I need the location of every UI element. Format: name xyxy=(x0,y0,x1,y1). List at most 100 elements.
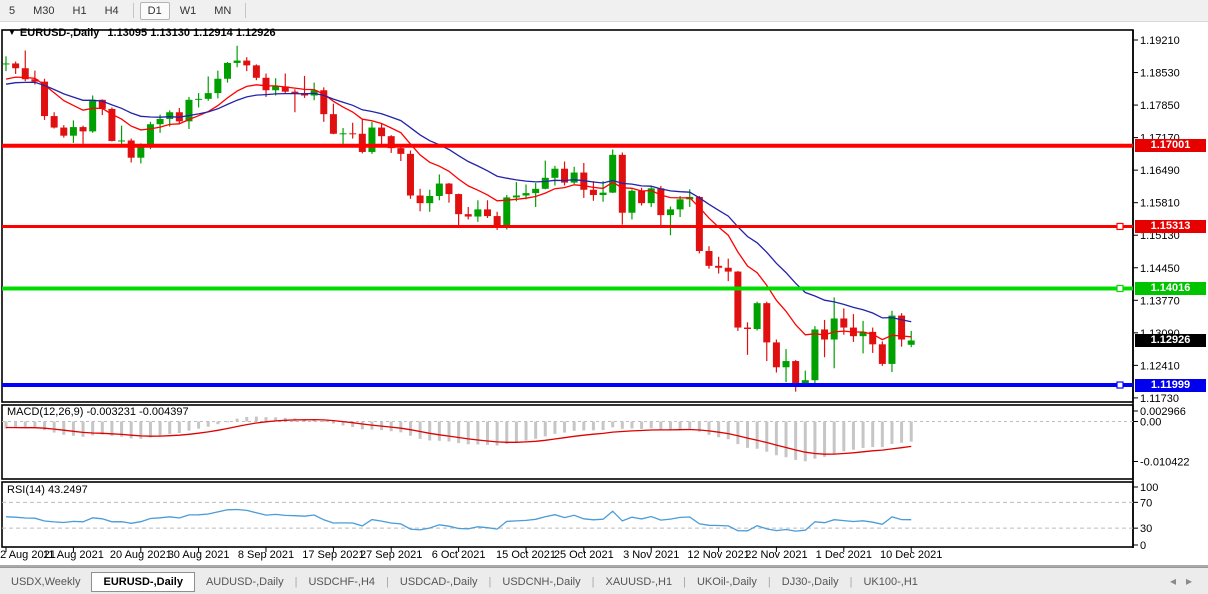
timeframe-button-w1[interactable]: W1 xyxy=(179,4,197,17)
chart-tab-dj30-daily[interactable]: DJ30-,Daily xyxy=(781,575,839,588)
hline-price-tag-1.14016: 1.14016 xyxy=(1135,282,1206,295)
date-axis-label: 8 Sep 2021 xyxy=(238,549,294,561)
candle-body xyxy=(60,127,68,136)
candle-body xyxy=(647,188,655,204)
chart-title: ▼ EURUSD-,Daily 1.13095 1.13130 1.12914 1.… xyxy=(8,27,276,39)
macd-bar xyxy=(245,417,249,422)
candle-body xyxy=(426,195,434,204)
macd-bar xyxy=(813,421,817,459)
macd-bar xyxy=(717,421,721,438)
candle-body xyxy=(484,209,491,217)
candle-body xyxy=(599,192,607,196)
chart-tab-usdx-weekly[interactable]: USDX,Weekly xyxy=(11,575,81,588)
macd-bar xyxy=(216,421,220,425)
date-axis-label: 1 Dec 2021 xyxy=(816,549,872,561)
chart-tab-usdcad-daily[interactable]: USDCAD-,Daily xyxy=(399,575,478,588)
hline-anchor-marker[interactable] xyxy=(1116,381,1124,389)
chart-tab-usdcnh-daily[interactable]: USDCNH-,Daily xyxy=(502,575,581,588)
macd-axis-label: -0.010422 xyxy=(1140,456,1190,468)
candle-body xyxy=(50,116,58,128)
candle-body xyxy=(907,340,915,345)
chart-tab-eurusd-daily[interactable]: EURUSD-,Daily xyxy=(91,571,195,592)
candle-body xyxy=(753,303,761,329)
macd-bar xyxy=(437,421,441,441)
macd-bar xyxy=(177,421,181,433)
candle-body xyxy=(291,91,299,94)
chart-tab-audusd-daily[interactable]: AUDUSD-,Daily xyxy=(205,575,284,588)
candle-body xyxy=(734,271,742,328)
candle-body xyxy=(108,108,116,141)
candle-body xyxy=(98,99,106,109)
current-price-tag: 1.12926 xyxy=(1135,334,1206,348)
macd-bar xyxy=(466,421,470,445)
price-axis-label: 1.19210 xyxy=(1140,35,1180,47)
macd-bar xyxy=(341,421,345,426)
macd-indicator-label: MACD(12,26,9) -0.003231 -0.004397 xyxy=(7,406,189,418)
hline-price-tag-1.17001: 1.17001 xyxy=(1135,139,1206,153)
tab-separator: | xyxy=(767,575,771,588)
macd-bar xyxy=(755,421,759,449)
macd-bar xyxy=(428,421,432,441)
macd-bar xyxy=(726,421,730,440)
macd-bar xyxy=(81,421,85,437)
macd-bar xyxy=(803,421,807,462)
tab-scroll-arrows: ◂▸ xyxy=(1170,574,1202,588)
chart-tab-usdchf-h4[interactable]: USDCHF-,H4 xyxy=(308,575,376,588)
candle-body xyxy=(589,189,597,196)
panel-border xyxy=(1,29,1134,403)
candle-body xyxy=(676,199,684,210)
macd-bar xyxy=(264,417,268,422)
hline-anchor-marker[interactable] xyxy=(1116,222,1124,231)
hline-anchor-marker[interactable] xyxy=(1116,284,1124,293)
date-axis-label: 15 Oct 2021 xyxy=(496,549,556,561)
timeframe-button-d1[interactable]: D1 xyxy=(139,1,170,20)
chart-tab-uk100-h1[interactable]: UK100-,H1 xyxy=(863,575,918,588)
candle-body xyxy=(628,190,636,213)
macd-bar xyxy=(871,421,875,447)
chart-tab-ukoil-daily[interactable]: UKOil-,Daily xyxy=(696,575,757,588)
tab-scroll-right-icon[interactable]: ▸ xyxy=(1185,574,1202,588)
candle-body xyxy=(89,99,97,132)
tab-scroll-left-icon[interactable]: ◂ xyxy=(1169,574,1186,588)
macd-bar xyxy=(591,421,595,431)
candle-body xyxy=(204,93,212,99)
candle-body xyxy=(31,79,39,82)
candle-body xyxy=(464,214,472,217)
macd-bar xyxy=(274,417,278,422)
date-axis-label: 25 Oct 2021 xyxy=(554,549,614,561)
timeframe-button-h1[interactable]: H1 xyxy=(72,4,87,17)
tab-separator: | xyxy=(591,575,595,588)
timeframe-button-m30[interactable]: M30 xyxy=(33,4,55,17)
candle-body xyxy=(397,148,405,154)
candle-body xyxy=(493,216,501,228)
candle-body xyxy=(551,168,559,178)
macd-bar xyxy=(649,421,653,429)
tab-separator: | xyxy=(849,575,853,588)
candle-body xyxy=(474,209,482,217)
macd-bar xyxy=(909,421,913,442)
macd-bar xyxy=(71,421,75,436)
candle-body xyxy=(349,133,357,135)
macd-bar xyxy=(187,421,191,431)
timeframe-button-5[interactable]: 5 xyxy=(9,4,16,17)
timeframe-button-mn[interactable]: MN xyxy=(214,4,232,17)
tab-separator: | xyxy=(294,575,298,588)
macd-bar xyxy=(389,421,393,432)
macd-bar xyxy=(158,421,162,436)
price-axis-label: 1.13770 xyxy=(1140,295,1180,307)
macd-bar xyxy=(630,421,634,429)
timeframe-button-h4[interactable]: H4 xyxy=(104,4,119,17)
macd-bar xyxy=(168,421,172,434)
macd-bar xyxy=(553,421,557,434)
macd-bar xyxy=(351,421,355,428)
candle-body xyxy=(252,65,260,78)
macd-bar xyxy=(823,421,827,457)
chart-tab-xauusd-h1[interactable]: XAUUSD-,H1 xyxy=(605,575,673,588)
chevron-down-icon[interactable]: ▼ xyxy=(8,28,16,37)
macd-bar xyxy=(746,421,750,448)
candle-body xyxy=(888,315,896,364)
rsi-axis-label: 30 xyxy=(1140,523,1152,535)
rsi-line xyxy=(5,508,912,532)
macd-bar xyxy=(418,421,422,439)
